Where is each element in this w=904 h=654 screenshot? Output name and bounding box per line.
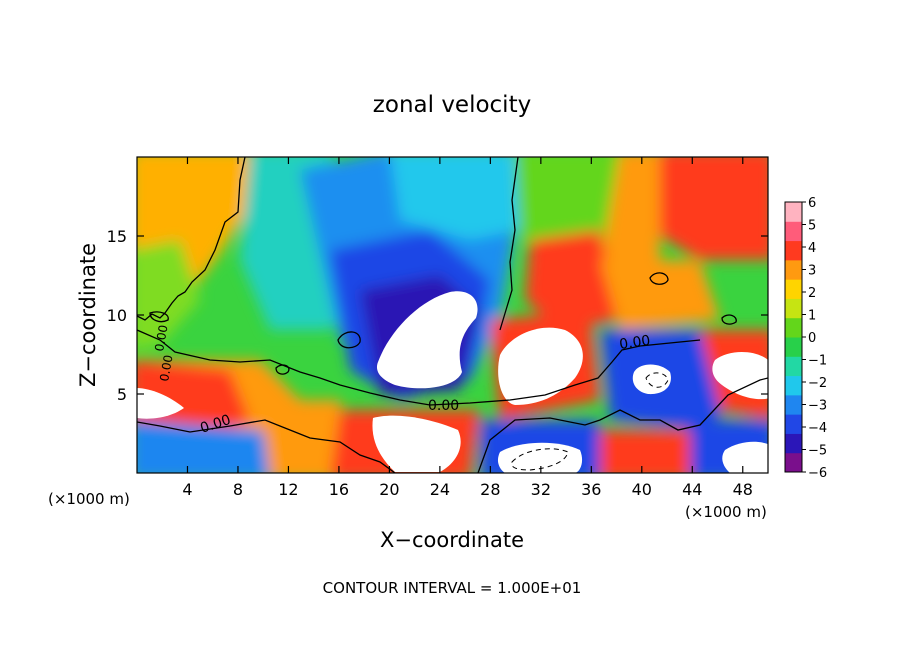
x-axis-label: X−coordinate	[380, 528, 524, 552]
x-tick-label: 48	[733, 480, 753, 499]
white-region	[722, 441, 768, 473]
contour-label: 0.00	[618, 333, 651, 353]
colorbar-label: 4	[808, 241, 816, 256]
white-region	[376, 291, 478, 389]
white-region	[372, 415, 461, 472]
field-region	[137, 240, 200, 349]
colorbar-label: 2	[808, 286, 816, 301]
colorbar-swatch	[785, 375, 802, 396]
colorbar-swatch	[785, 356, 802, 377]
white-region	[497, 442, 583, 473]
colorbar-label: −1	[808, 354, 827, 369]
x-tick-label: 40	[632, 480, 652, 499]
y-tick-label: 15	[107, 227, 127, 246]
x-tick-label: 12	[278, 480, 298, 499]
field-region	[640, 157, 768, 260]
colorbar-swatch	[785, 452, 802, 473]
x-tick-label: 8	[233, 480, 243, 499]
white-region	[137, 388, 184, 419]
field-region	[600, 157, 660, 270]
zero-contour	[137, 329, 701, 406]
zero-contour	[337, 331, 361, 349]
colorbar-label: 6	[808, 196, 816, 211]
colorbar-swatch	[785, 414, 802, 434]
zero-contour-lines	[137, 157, 768, 473]
colorbar-swatch	[785, 221, 802, 242]
colorbar-swatch	[785, 279, 802, 299]
white-region	[712, 351, 768, 400]
zero-contour	[721, 314, 737, 325]
colorbar-label: −4	[808, 421, 827, 436]
colorbar-label: 3	[808, 264, 816, 279]
colorbar-swatch	[785, 317, 802, 338]
colorbar-swatch	[785, 202, 802, 222]
zero-contour	[275, 364, 290, 375]
colorbar-label: 1	[808, 309, 816, 324]
colorbar-label: −6	[808, 466, 827, 481]
contour-interval-note: CONTOUR INTERVAL = 1.000E+01	[323, 579, 582, 597]
colorbar: 6 5 4 3 2 1 0 −1 −2 −3 −4 −5 −6	[784, 196, 827, 481]
contour-label: 0.00	[157, 354, 175, 383]
zero-contour	[137, 157, 246, 321]
field-region	[600, 260, 720, 330]
chart-title: zonal velocity	[373, 92, 531, 118]
colorbar-swatch	[785, 394, 802, 415]
x-tick-label: 28	[480, 480, 500, 499]
x-tick-label: 32	[531, 480, 551, 499]
zero-contour	[649, 272, 669, 285]
y-axis-label: Z−coordinate	[76, 243, 100, 387]
field-region	[525, 230, 620, 330]
x-tick-label: 16	[329, 480, 349, 499]
field-region	[600, 430, 700, 473]
colorbar-swatch	[785, 259, 802, 280]
heatmap-field	[137, 157, 768, 473]
y-tick-label: 5	[117, 385, 127, 404]
colorbar-label: −2	[808, 376, 827, 391]
zero-contour	[137, 419, 396, 473]
x-tick-label: 4	[182, 480, 192, 499]
contour-label: 0.00	[152, 324, 170, 353]
field-region	[391, 157, 520, 240]
white-region	[498, 327, 583, 405]
colorbar-swatch	[785, 298, 802, 319]
negative-contour-lines	[511, 372, 669, 471]
x-tick-label: 36	[581, 480, 601, 499]
x-tick-label: 44	[682, 480, 702, 499]
colorbar-swatch	[785, 433, 802, 454]
colorbar-label: −5	[808, 444, 827, 459]
colorbar-label: 0	[808, 331, 816, 346]
field-region	[137, 360, 250, 440]
y-tick-label: 10	[107, 306, 127, 325]
x-tick-label: 24	[430, 480, 450, 499]
white-region	[632, 364, 671, 395]
negative-contour	[511, 448, 569, 471]
zero-contour	[499, 157, 519, 331]
x-tick-label: 20	[379, 480, 399, 499]
colorbar-label: −3	[808, 399, 827, 414]
colorbar-swatch	[785, 337, 802, 357]
contour-label: 0.00	[428, 398, 459, 414]
negative-contour	[645, 372, 669, 388]
zero-contour	[149, 311, 169, 323]
x-unit-label-right: (×1000 m)	[685, 503, 767, 521]
x-unit-label-left: (×1000 m)	[48, 490, 130, 508]
zero-contour	[477, 377, 768, 473]
colorbar-label: 5	[808, 219, 816, 234]
colorbar-swatch	[785, 240, 802, 261]
